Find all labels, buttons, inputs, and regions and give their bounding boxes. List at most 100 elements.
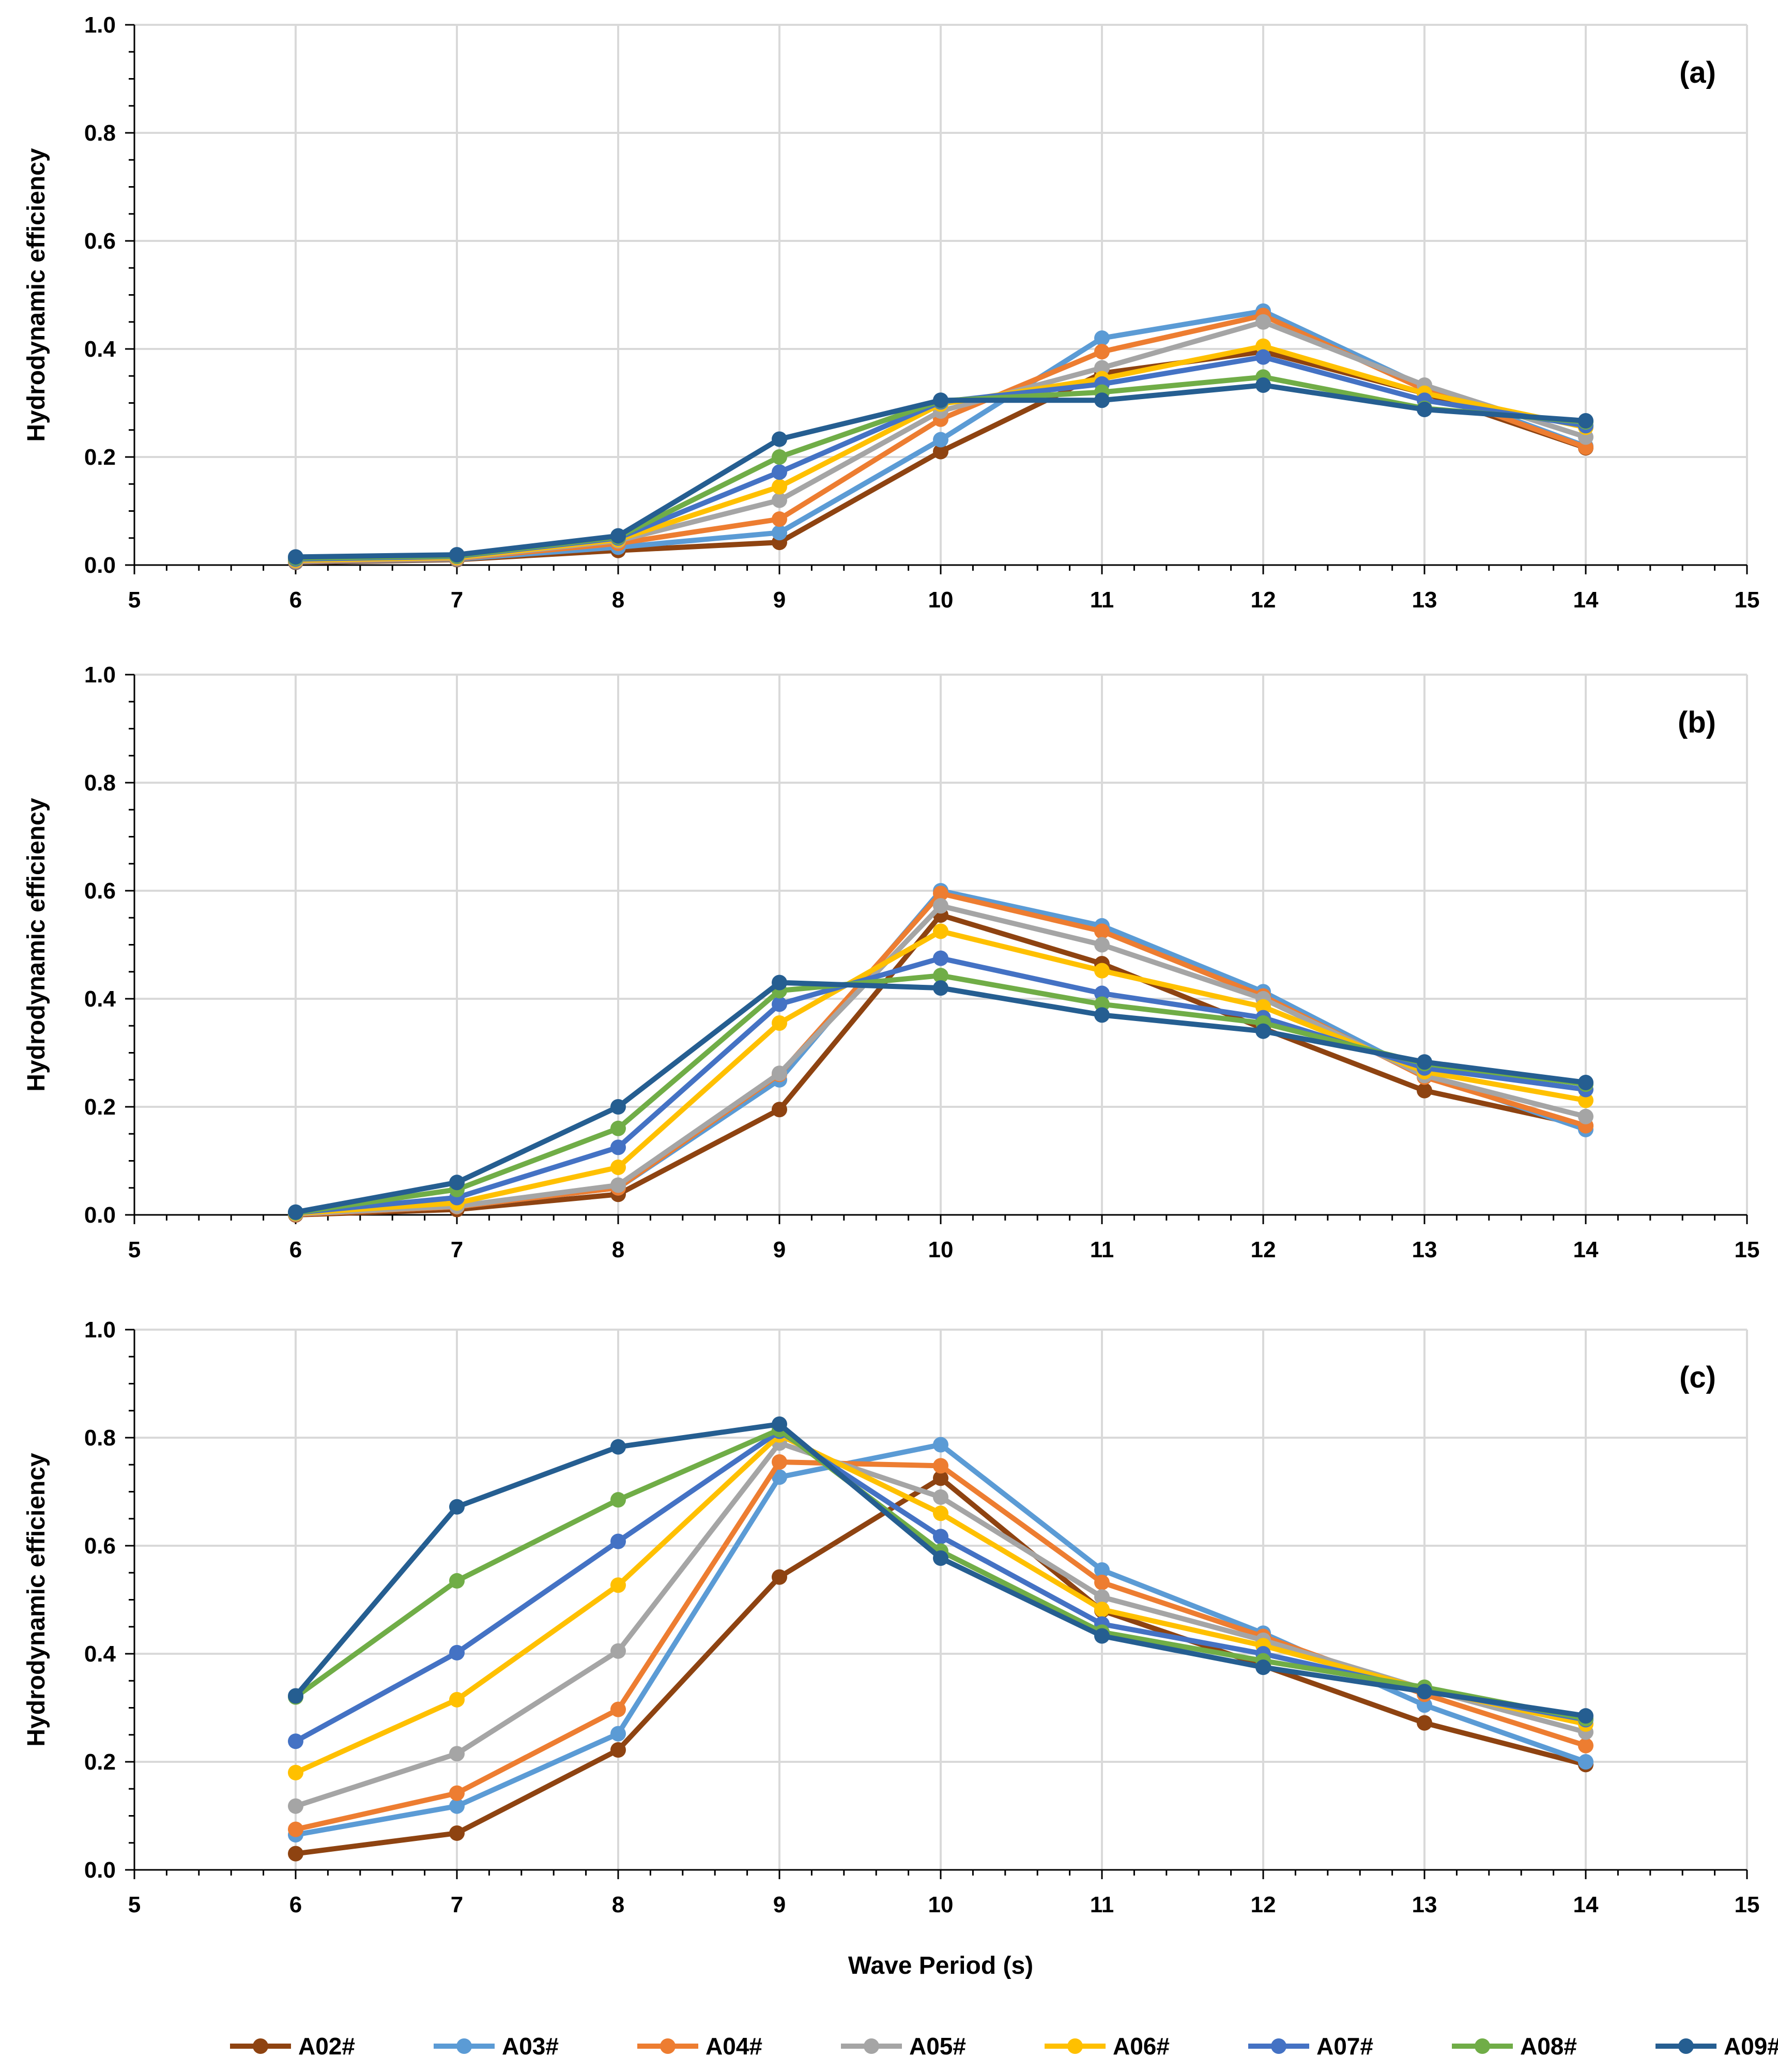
data-point [610, 1177, 626, 1193]
data-point [288, 549, 303, 565]
x-tick-label: 10 [928, 1892, 954, 1917]
data-point [449, 1798, 465, 1814]
data-point [1094, 344, 1110, 360]
data-point [1255, 1659, 1271, 1675]
series-A09 [288, 974, 1593, 1220]
y-tick-label: 0.6 [84, 1533, 116, 1559]
data-point [449, 1825, 465, 1841]
data-point [610, 1577, 626, 1593]
data-point [288, 1846, 303, 1862]
x-axis-title: Wave Period (s) [848, 1952, 1033, 1979]
data-point [1578, 1092, 1593, 1108]
x-tick-label: 13 [1412, 1892, 1437, 1917]
data-point [1417, 1697, 1432, 1713]
x-tick-label: 15 [1735, 587, 1760, 613]
x-tick-label: 6 [289, 1237, 302, 1262]
data-point [933, 980, 948, 996]
y-axis-title: Hydrodynamic efficiency [23, 798, 50, 1092]
legend-item: A02# [230, 2033, 355, 2060]
x-tick-label: 13 [1412, 587, 1437, 613]
y-tick-label: 1.0 [84, 662, 116, 688]
y-tick-label: 0.8 [84, 120, 116, 146]
data-point [610, 1139, 626, 1155]
x-tick-label: 6 [289, 587, 302, 613]
x-tick-label: 8 [612, 587, 624, 613]
data-point [610, 1120, 626, 1136]
data-point [610, 1726, 626, 1742]
data-point [933, 923, 948, 939]
data-point [933, 444, 948, 460]
data-point [1094, 1589, 1110, 1605]
data-point [1255, 999, 1271, 1015]
legend-swatch-marker [660, 2038, 676, 2054]
legend-item: A03# [434, 2033, 559, 2060]
data-point [1094, 330, 1110, 346]
legend-swatch-marker [1271, 2038, 1286, 2054]
x-tick-label: 9 [773, 587, 786, 613]
data-point [1094, 1575, 1110, 1591]
panel-label: (a) [1679, 56, 1716, 89]
data-point [933, 1505, 948, 1521]
x-tick-label: 14 [1573, 1892, 1599, 1917]
y-tick-label: 0.6 [84, 878, 116, 904]
data-point [772, 1416, 787, 1432]
data-point [1094, 923, 1110, 939]
data-point [933, 1470, 948, 1486]
data-point [772, 464, 787, 480]
data-point [933, 1437, 948, 1453]
data-point [933, 1550, 948, 1566]
x-tick-label: 6 [289, 1892, 302, 1917]
y-tick-label: 0.6 [84, 228, 116, 254]
data-point [1094, 392, 1110, 408]
data-point [1578, 413, 1593, 429]
x-tick-label: 12 [1251, 1892, 1276, 1917]
y-tick-label: 1.0 [84, 12, 116, 38]
y-axis-title: Hydrodynamic efficiency [23, 148, 50, 442]
data-point [772, 449, 787, 465]
x-tick-label: 5 [128, 1892, 141, 1917]
data-point [449, 1692, 465, 1708]
y-tick-label: 0.2 [84, 1094, 116, 1120]
x-tick-label: 10 [928, 587, 954, 613]
data-point [1094, 1602, 1110, 1618]
x-tick-label: 9 [773, 1237, 786, 1262]
data-point [1417, 1054, 1432, 1070]
legend-item: A07# [1248, 2033, 1373, 2060]
data-point [449, 547, 465, 563]
y-tick-label: 0.4 [84, 986, 116, 1012]
legend-label: A03# [502, 2033, 559, 2060]
y-tick-label: 0.2 [84, 1749, 116, 1775]
data-point [449, 1175, 465, 1191]
chart-panel: 0.0 0.2 0.4 0.6 0.8 1.0 5 6 7 8 9 10 11 12 13 14 15 Hydro… [23, 662, 1759, 1262]
data-point [1094, 1628, 1110, 1644]
legend-label: A08# [1520, 2033, 1577, 2060]
data-point [772, 1102, 787, 1118]
data-point [1255, 349, 1271, 365]
data-point [1094, 996, 1110, 1012]
x-tick-label: 15 [1735, 1237, 1760, 1262]
data-point [1094, 985, 1110, 1001]
data-point [610, 528, 626, 544]
data-point [610, 1643, 626, 1659]
data-point [449, 1499, 465, 1515]
legend-swatch-marker [1067, 2038, 1083, 2054]
data-point [1417, 1715, 1432, 1731]
data-point [610, 1439, 626, 1455]
x-tick-label: 12 [1251, 587, 1276, 613]
legend-label: A05# [909, 2033, 966, 2060]
data-point [1417, 1684, 1432, 1700]
y-tick-label: 0.0 [84, 553, 116, 578]
legend-item: A05# [841, 2033, 966, 2060]
x-tick-label: 8 [612, 1892, 624, 1917]
data-point [449, 1573, 465, 1589]
x-tick-label: 9 [773, 1892, 786, 1917]
data-point [1578, 1738, 1593, 1754]
x-tick-label: 10 [928, 1237, 954, 1262]
data-point [772, 479, 787, 495]
data-point [933, 1489, 948, 1505]
legend-label: A07# [1316, 2033, 1373, 2060]
data-point [288, 1764, 303, 1780]
data-point [1255, 377, 1271, 393]
data-point [1255, 338, 1271, 354]
